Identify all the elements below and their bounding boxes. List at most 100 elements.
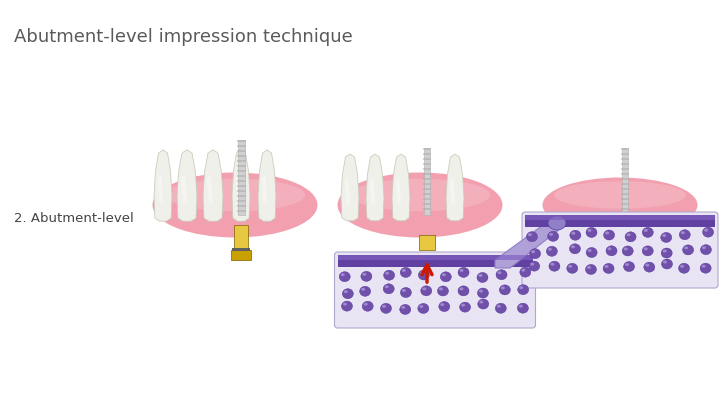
Ellipse shape xyxy=(400,288,411,298)
Bar xyxy=(231,249,251,260)
Bar xyxy=(419,235,435,250)
Bar xyxy=(236,200,246,202)
Bar xyxy=(236,185,246,187)
Ellipse shape xyxy=(549,261,560,271)
Ellipse shape xyxy=(526,232,537,242)
Ellipse shape xyxy=(480,301,483,303)
Ellipse shape xyxy=(605,232,609,234)
Ellipse shape xyxy=(343,303,347,306)
Ellipse shape xyxy=(703,227,714,237)
Ellipse shape xyxy=(420,271,424,275)
Ellipse shape xyxy=(603,230,615,240)
Ellipse shape xyxy=(165,179,305,211)
Bar xyxy=(423,203,431,205)
FancyBboxPatch shape xyxy=(335,252,536,328)
Ellipse shape xyxy=(500,285,510,295)
Ellipse shape xyxy=(624,247,628,250)
Bar xyxy=(236,140,246,142)
Ellipse shape xyxy=(622,246,633,256)
Ellipse shape xyxy=(441,272,451,282)
Ellipse shape xyxy=(422,287,426,290)
Bar xyxy=(621,173,629,175)
Ellipse shape xyxy=(521,269,526,272)
Ellipse shape xyxy=(361,271,372,281)
Bar xyxy=(424,148,430,215)
Ellipse shape xyxy=(679,230,690,240)
Bar xyxy=(621,198,629,200)
Bar xyxy=(621,188,629,190)
Ellipse shape xyxy=(642,246,653,256)
Ellipse shape xyxy=(608,247,611,250)
Bar xyxy=(236,205,246,207)
Bar xyxy=(338,255,533,260)
Bar xyxy=(338,255,533,267)
Bar xyxy=(423,183,431,185)
Ellipse shape xyxy=(586,228,597,237)
Ellipse shape xyxy=(530,262,534,266)
Polygon shape xyxy=(177,150,197,221)
Ellipse shape xyxy=(588,249,592,252)
Ellipse shape xyxy=(518,285,528,295)
Polygon shape xyxy=(258,150,276,221)
Bar xyxy=(622,148,628,215)
Ellipse shape xyxy=(459,269,464,272)
Ellipse shape xyxy=(548,231,559,241)
Ellipse shape xyxy=(384,270,395,280)
Ellipse shape xyxy=(661,248,672,258)
Ellipse shape xyxy=(498,271,502,274)
Ellipse shape xyxy=(546,246,557,256)
Ellipse shape xyxy=(625,232,636,242)
Ellipse shape xyxy=(661,232,672,243)
Ellipse shape xyxy=(624,262,634,272)
Bar xyxy=(525,215,715,220)
Ellipse shape xyxy=(626,233,631,237)
Ellipse shape xyxy=(644,262,654,272)
Bar xyxy=(236,150,246,152)
Bar xyxy=(236,145,246,147)
Polygon shape xyxy=(341,154,359,221)
Bar xyxy=(423,148,431,150)
Bar xyxy=(234,225,248,249)
Polygon shape xyxy=(392,154,410,221)
Bar xyxy=(236,155,246,157)
Ellipse shape xyxy=(528,233,532,236)
Polygon shape xyxy=(261,175,267,202)
Bar xyxy=(621,148,629,150)
Bar xyxy=(621,208,629,210)
Text: 2. Abutment-level: 2. Abutment-level xyxy=(14,211,134,224)
Bar xyxy=(236,180,246,182)
Ellipse shape xyxy=(342,289,354,299)
Ellipse shape xyxy=(701,245,711,255)
Ellipse shape xyxy=(459,302,471,312)
Ellipse shape xyxy=(585,264,596,275)
Ellipse shape xyxy=(567,263,577,273)
Ellipse shape xyxy=(645,264,649,266)
Bar xyxy=(238,140,245,215)
Ellipse shape xyxy=(339,272,350,282)
Polygon shape xyxy=(366,154,384,221)
Ellipse shape xyxy=(680,265,684,268)
Ellipse shape xyxy=(400,305,410,314)
Ellipse shape xyxy=(359,286,371,296)
Ellipse shape xyxy=(702,265,706,268)
Ellipse shape xyxy=(477,273,488,282)
Ellipse shape xyxy=(364,303,368,306)
Polygon shape xyxy=(369,177,375,203)
Ellipse shape xyxy=(153,173,318,237)
Ellipse shape xyxy=(341,273,345,276)
Ellipse shape xyxy=(519,305,523,308)
Ellipse shape xyxy=(479,290,483,292)
Bar xyxy=(621,193,629,195)
Bar xyxy=(236,170,246,172)
Polygon shape xyxy=(203,150,223,221)
Ellipse shape xyxy=(662,249,667,253)
Bar xyxy=(423,208,431,210)
Ellipse shape xyxy=(678,263,690,273)
FancyBboxPatch shape xyxy=(522,212,718,288)
Bar xyxy=(423,163,431,165)
Ellipse shape xyxy=(518,303,528,313)
Ellipse shape xyxy=(520,267,531,277)
Ellipse shape xyxy=(400,267,411,277)
Ellipse shape xyxy=(625,263,629,266)
Ellipse shape xyxy=(681,231,685,234)
